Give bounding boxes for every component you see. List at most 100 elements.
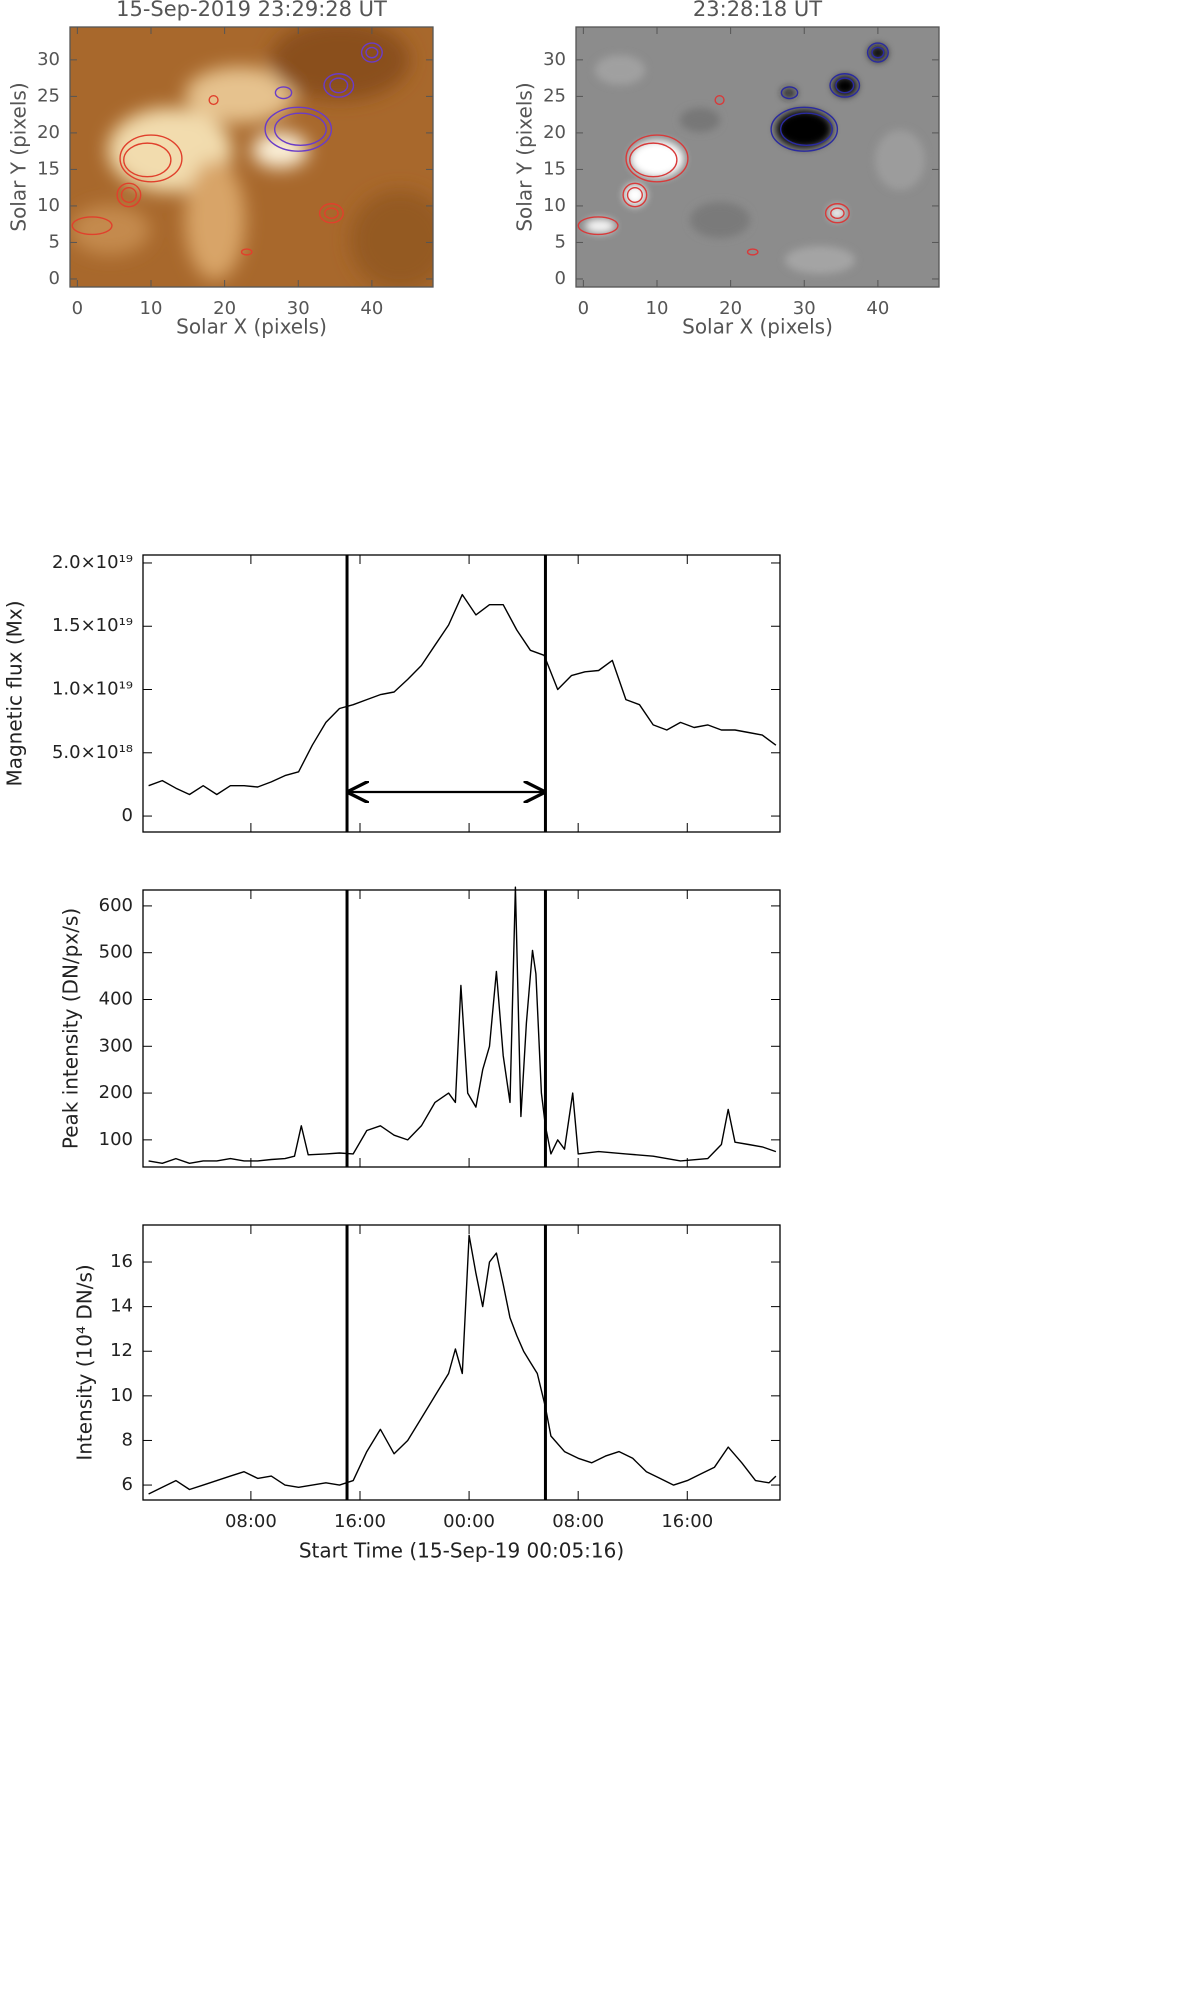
- y-tick-label: 2.0×10¹⁹: [52, 552, 133, 573]
- y-tick-label: 5.0×10¹⁸: [52, 742, 133, 763]
- y-tick-label: 1.0×10¹⁹: [52, 679, 133, 700]
- axes-frame: [142, 889, 781, 1168]
- magnetogram-image: [576, 27, 939, 287]
- data-line: [148, 886, 777, 1164]
- y-tick-label: 15: [37, 158, 60, 179]
- y-tick-label: 100: [99, 1129, 133, 1150]
- contour: [622, 182, 648, 208]
- y-tick-label: 8: [122, 1429, 133, 1450]
- x-tick-label: 30: [287, 298, 310, 319]
- x-tick-label: 40: [360, 298, 383, 319]
- y-tick-label: 25: [37, 85, 60, 106]
- y-tick-label: 20: [37, 122, 60, 143]
- contour: [780, 86, 799, 100]
- contour: [360, 42, 383, 63]
- y-tick-label: 600: [99, 895, 133, 916]
- y-tick-label: 10: [543, 195, 566, 216]
- axes-frame: [69, 26, 434, 288]
- contour: [240, 248, 253, 256]
- y-tick-label: 25: [543, 85, 566, 106]
- contour: [714, 94, 725, 106]
- x-axis-label: Solar X (pixels): [176, 315, 327, 339]
- panel: 0 10 20 30 40 0 5 10 15 20 25 30 15-Sep-2019 23:29:2…: [7, 0, 434, 339]
- axes-frame: [142, 1224, 781, 1501]
- contour: [365, 46, 379, 59]
- y-axis-label: Intensity (10⁴ DN/s): [73, 1264, 97, 1460]
- contour: [824, 203, 850, 224]
- contour: [123, 142, 172, 178]
- axes-frame: [575, 26, 940, 288]
- contour: [779, 112, 833, 147]
- x-tick-label: 10: [646, 298, 669, 319]
- panel: 08:00 16:00 00:00 08:00 16:00 6 8 10 12 14 16 Start…: [73, 1224, 781, 1563]
- contour: [116, 182, 142, 208]
- y-tick-label: 10: [37, 195, 60, 216]
- contour: [866, 42, 889, 63]
- contour: [264, 106, 333, 152]
- panel-title: 15-Sep-2019 23:29:28 UT: [116, 0, 387, 21]
- contour: [835, 77, 855, 94]
- y-tick-label: 20: [543, 122, 566, 143]
- contour: [829, 73, 861, 98]
- x-tick-label: 08:00: [225, 1511, 277, 1532]
- y-tick-label: 14: [110, 1296, 133, 1317]
- contour: [273, 112, 327, 147]
- data-line: [148, 593, 777, 796]
- x-tick-label: 16:00: [334, 1511, 386, 1532]
- y-tick-label: 15: [543, 158, 566, 179]
- contours: [577, 42, 889, 256]
- y-tick-label: 30: [543, 49, 566, 70]
- x-tick-label: 40: [866, 298, 889, 319]
- x-axis-label: Solar X (pixels): [682, 315, 833, 339]
- contour: [119, 134, 183, 183]
- contour: [71, 216, 113, 236]
- y-tick-label: 300: [99, 1035, 133, 1056]
- x-tick-label: 08:00: [552, 1511, 604, 1532]
- panel-title: 23:28:18 UT: [693, 0, 822, 21]
- y-tick-label: 200: [99, 1082, 133, 1103]
- axes-frame: [142, 554, 781, 833]
- y-tick-label: 0: [555, 268, 566, 289]
- y-axis-label: Peak intensity (DN/px/s): [59, 908, 83, 1149]
- y-axis-label: Solar Y (pixels): [513, 82, 537, 231]
- y-tick-label: 400: [99, 988, 133, 1009]
- contour: [329, 77, 349, 94]
- contour: [323, 73, 355, 98]
- contours: [71, 42, 383, 256]
- contour: [770, 106, 839, 152]
- y-tick-label: 6: [122, 1474, 133, 1495]
- x-tick-label: 20: [719, 298, 742, 319]
- y-tick-label: 5: [555, 231, 566, 252]
- panel: 100 200 300 400 500 600 Peak intensity (DN/px/…: [59, 886, 781, 1168]
- y-axis-label: Solar Y (pixels): [7, 82, 31, 231]
- contour: [120, 186, 137, 203]
- contour: [208, 94, 219, 106]
- contour: [318, 203, 344, 224]
- y-tick-label: 12: [110, 1340, 133, 1361]
- y-tick-label: 5: [49, 231, 60, 252]
- y-tick-label: 30: [37, 49, 60, 70]
- panel: 0 5.0×10¹⁸ 1.0×10¹⁹ 1.5×10¹⁹ 2.0×10¹⁹ Magneti…: [3, 552, 781, 833]
- contour: [274, 86, 293, 100]
- contour: [577, 216, 619, 236]
- contour: [830, 207, 845, 220]
- euv-image: [70, 27, 433, 287]
- contour: [629, 142, 678, 178]
- x-tick-label: 00:00: [443, 1511, 495, 1532]
- contour: [871, 46, 885, 59]
- y-tick-label: 500: [99, 942, 133, 963]
- contour: [746, 248, 759, 256]
- y-tick-label: 0: [49, 268, 60, 289]
- panel: 0 10 20 30 40 0 5 10 15 20 25 30 23:28:18 UT Solar X …: [513, 0, 940, 339]
- data-line: [148, 1234, 777, 1495]
- contour: [625, 134, 689, 183]
- y-tick-label: 1.5×10¹⁹: [52, 615, 133, 636]
- contour: [626, 186, 643, 203]
- x-tick-label: 20: [213, 298, 236, 319]
- x-tick-label: 0: [578, 298, 589, 319]
- x-axis-label: Start Time (15-Sep-19 00:05:16): [299, 1539, 624, 1563]
- x-tick-label: 0: [72, 298, 83, 319]
- x-tick-label: 30: [793, 298, 816, 319]
- y-axis-label: Magnetic flux (Mx): [3, 600, 27, 786]
